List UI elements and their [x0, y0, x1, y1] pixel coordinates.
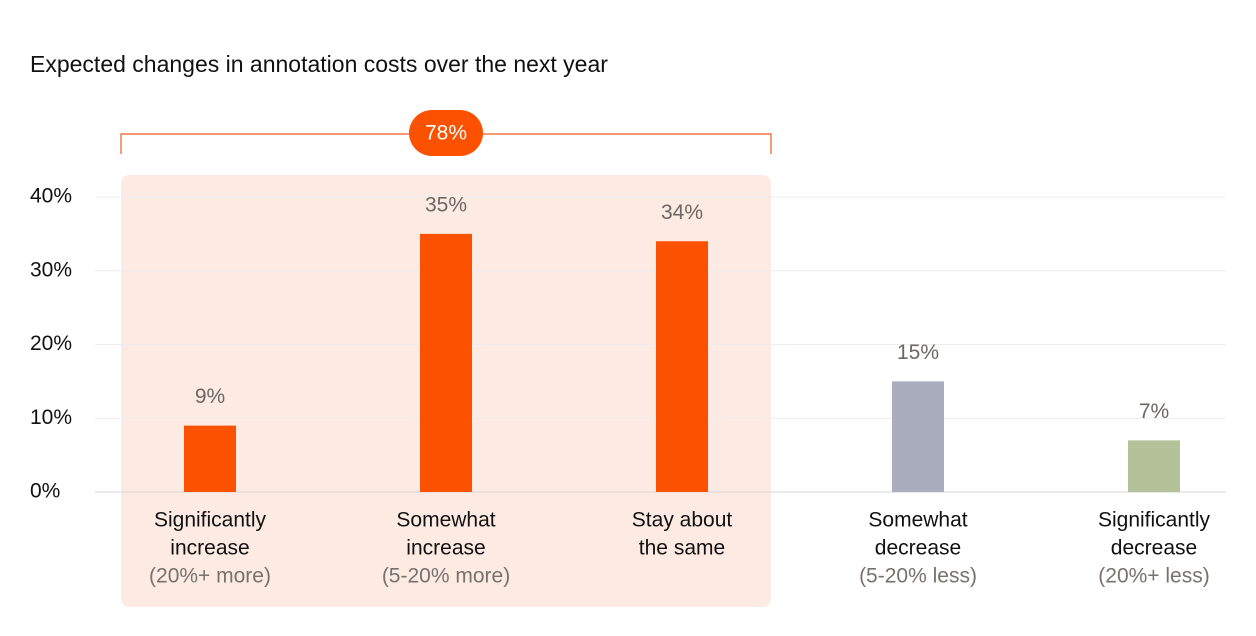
x-tick-sublabel: (20%+ less)	[1098, 565, 1209, 588]
x-tick-label: increase	[406, 537, 485, 560]
bar	[1128, 440, 1180, 492]
x-tick-label: increase	[170, 537, 249, 560]
bar	[656, 241, 708, 492]
y-tick-label: 40%	[30, 185, 72, 208]
x-tick-sublabel: (20%+ more)	[149, 565, 271, 588]
value-label: 35%	[425, 193, 467, 216]
chart-title: Expected changes in annotation costs ove…	[30, 51, 608, 77]
value-label: 15%	[897, 341, 939, 364]
x-tick-label: Significantly	[154, 509, 267, 532]
x-tick-sublabel: (5-20% more)	[382, 565, 510, 588]
x-tick-label: Somewhat	[396, 509, 495, 532]
x-tick-label: decrease	[1111, 537, 1197, 560]
value-label: 9%	[195, 385, 225, 408]
x-tick-label: Somewhat	[868, 509, 967, 532]
value-label: 34%	[661, 201, 703, 224]
bar	[892, 381, 944, 492]
value-label: 7%	[1139, 400, 1169, 423]
y-tick-label: 20%	[30, 332, 72, 355]
x-tick-label: decrease	[875, 537, 961, 560]
x-tick-label: Significantly	[1098, 509, 1211, 532]
x-tick-sublabel: (5-20% less)	[859, 565, 977, 588]
annotation-label: 78%	[425, 122, 467, 145]
annotation-badge	[409, 110, 483, 156]
bar	[184, 425, 236, 492]
x-tick-label: the same	[639, 537, 725, 560]
x-tick-label: Stay about	[632, 509, 733, 532]
y-tick-label: 10%	[30, 406, 72, 429]
bar	[420, 233, 472, 492]
y-tick-label: 0%	[30, 480, 60, 503]
y-tick-label: 30%	[30, 258, 72, 281]
